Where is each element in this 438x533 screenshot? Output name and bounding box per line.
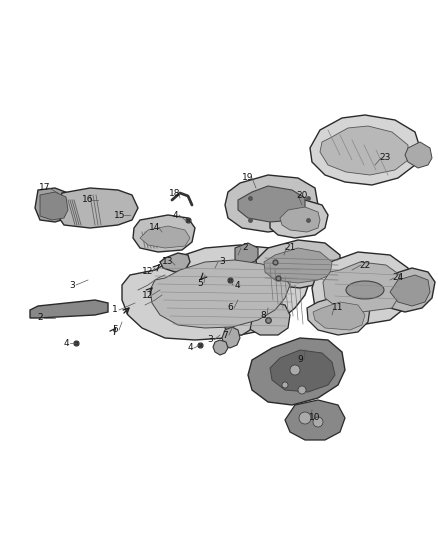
Text: 18: 18	[169, 189, 181, 198]
Polygon shape	[390, 275, 430, 306]
Polygon shape	[213, 340, 228, 355]
Text: 22: 22	[359, 261, 371, 270]
Polygon shape	[55, 188, 138, 228]
Text: 4: 4	[234, 280, 240, 289]
Polygon shape	[313, 302, 365, 330]
Text: 24: 24	[392, 273, 404, 282]
Text: 21: 21	[284, 244, 296, 253]
Text: 1: 1	[112, 305, 118, 314]
Polygon shape	[270, 350, 335, 392]
Text: 12: 12	[142, 268, 154, 277]
Text: 10: 10	[309, 414, 321, 423]
Text: 4: 4	[172, 211, 178, 220]
Polygon shape	[140, 226, 190, 248]
Polygon shape	[248, 338, 345, 405]
Polygon shape	[320, 126, 408, 175]
Polygon shape	[122, 245, 310, 340]
Polygon shape	[40, 192, 68, 220]
Circle shape	[290, 365, 300, 375]
Polygon shape	[310, 115, 420, 185]
Text: 17: 17	[39, 183, 51, 192]
Text: 12: 12	[142, 290, 154, 300]
Polygon shape	[238, 186, 305, 222]
Circle shape	[282, 382, 288, 388]
Polygon shape	[150, 260, 290, 328]
Polygon shape	[225, 175, 318, 232]
Text: 19: 19	[242, 174, 254, 182]
Polygon shape	[280, 207, 320, 232]
Polygon shape	[235, 243, 258, 265]
Polygon shape	[35, 188, 72, 222]
Text: 8: 8	[260, 311, 266, 319]
Text: 23: 23	[379, 154, 391, 163]
Text: 7: 7	[222, 330, 228, 340]
Text: 13: 13	[162, 257, 174, 266]
Polygon shape	[270, 200, 328, 238]
Text: 16: 16	[82, 196, 94, 205]
Polygon shape	[307, 295, 370, 335]
Text: 5: 5	[197, 279, 203, 287]
Polygon shape	[30, 300, 108, 318]
Text: 11: 11	[332, 303, 344, 312]
Text: 6: 6	[227, 303, 233, 312]
Polygon shape	[222, 327, 240, 348]
Polygon shape	[285, 400, 345, 440]
Text: 3: 3	[69, 280, 75, 289]
Circle shape	[299, 412, 311, 424]
Polygon shape	[133, 215, 195, 252]
Polygon shape	[220, 295, 252, 335]
Text: 15: 15	[114, 211, 126, 220]
Polygon shape	[405, 142, 432, 168]
Text: 3: 3	[207, 335, 213, 344]
Polygon shape	[264, 248, 332, 283]
Text: 14: 14	[149, 223, 161, 232]
Circle shape	[298, 386, 306, 394]
Text: 9: 9	[297, 356, 303, 365]
Circle shape	[313, 417, 323, 427]
Text: 20: 20	[297, 190, 307, 199]
Ellipse shape	[346, 281, 384, 299]
Text: 2: 2	[242, 244, 248, 253]
Polygon shape	[312, 252, 412, 325]
Text: 4: 4	[187, 343, 193, 352]
Polygon shape	[160, 253, 190, 272]
Text: 4: 4	[63, 338, 69, 348]
Polygon shape	[256, 240, 340, 288]
Polygon shape	[245, 302, 290, 335]
Polygon shape	[382, 268, 435, 312]
Text: 5: 5	[112, 326, 118, 335]
Text: 2: 2	[37, 313, 43, 322]
Polygon shape	[323, 262, 400, 312]
Text: 3: 3	[219, 257, 225, 266]
